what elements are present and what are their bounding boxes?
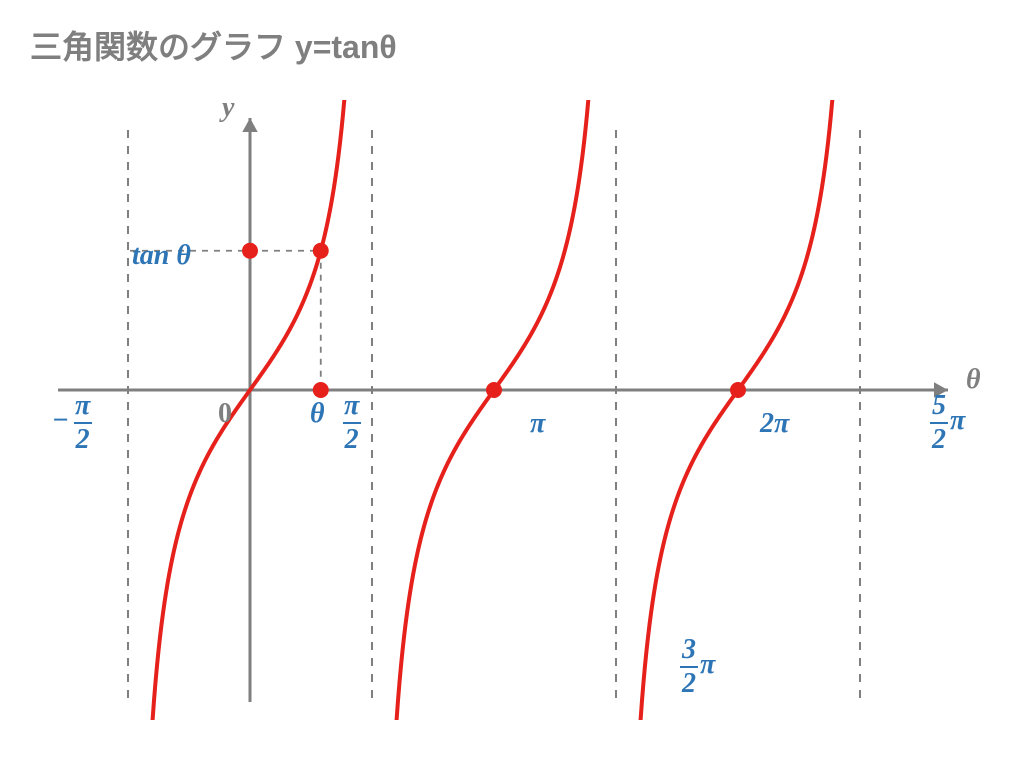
theta-point-label: θ	[310, 398, 325, 430]
tick-label-pi_2: π2	[342, 392, 361, 454]
tick-label-three_pi_2: 32π	[680, 636, 715, 698]
x-axis-label: θ	[966, 364, 981, 396]
tick-label-five_pi_2: 52π	[930, 392, 965, 454]
tick-label-two_pi: 2π	[760, 408, 789, 440]
tan-theta-label: tan θ	[132, 240, 191, 272]
chart-svg	[40, 100, 984, 720]
origin-label: 0	[218, 398, 232, 430]
tick-label-neg_pi_2: −π2	[52, 392, 92, 454]
y-axis-label: y	[222, 92, 234, 124]
tick-label-pi: π	[530, 408, 545, 440]
page-title: 三角関数のグラフ y=tanθ	[30, 22, 397, 68]
tangent-chart	[40, 100, 984, 720]
